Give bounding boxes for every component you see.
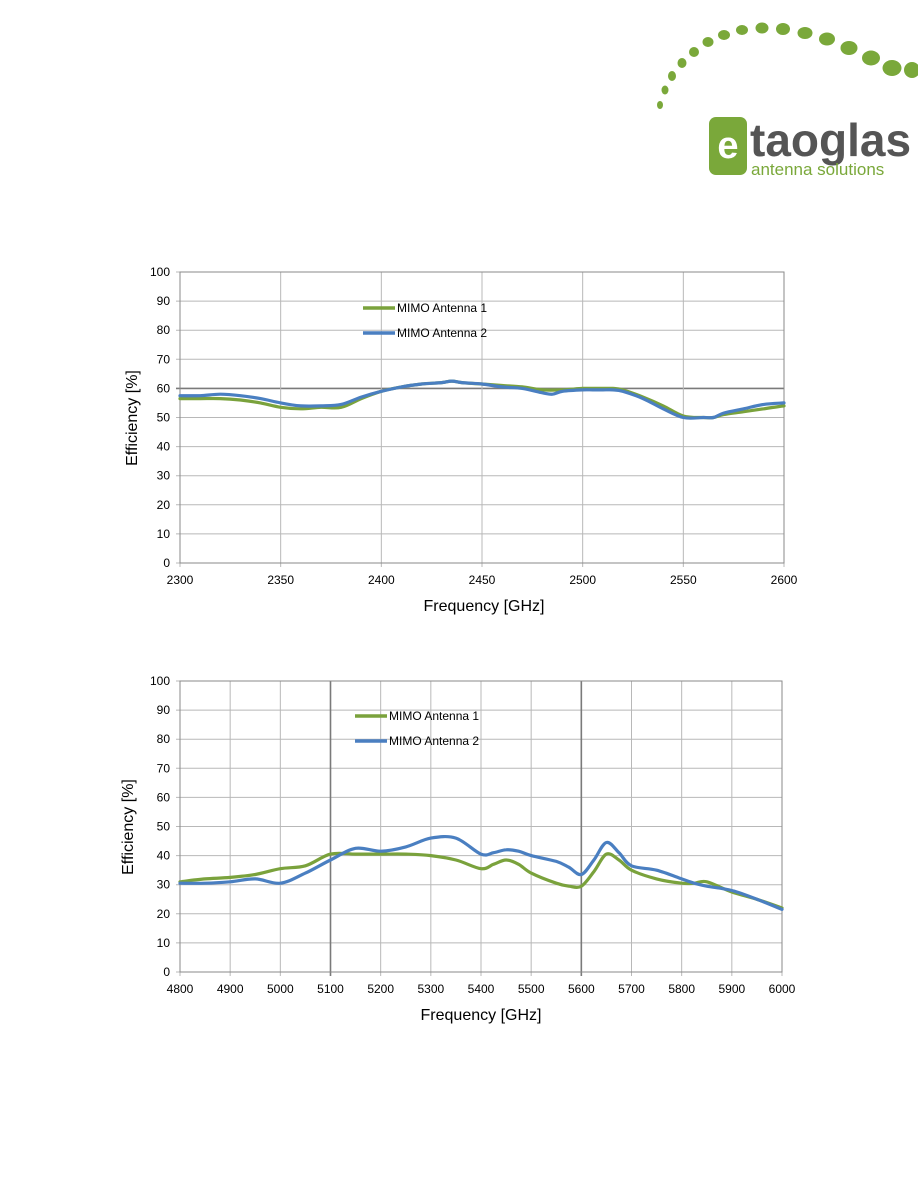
series-line-antenna-2	[178, 834, 784, 911]
logo-tagline: antenna solutions	[751, 160, 884, 179]
x-axis-title: Frequency [GHz]	[424, 598, 545, 615]
plot-area-border	[179, 680, 783, 973]
y-tick-label: 100	[150, 265, 170, 279]
x-axis-title: Frequency [GHz]	[421, 1007, 542, 1024]
x-tick-label: 5200	[367, 982, 394, 996]
y-tick-label: 10	[157, 527, 171, 541]
x-tick-label: 5800	[668, 982, 695, 996]
y-tick-label: 70	[157, 352, 171, 366]
y-tick-label: 50	[157, 411, 171, 425]
y-tick-label: 10	[157, 936, 171, 950]
x-tick-label: 2600	[771, 573, 798, 587]
y-tick-label: 60	[157, 381, 171, 395]
y-tick-label: 40	[157, 440, 171, 454]
y-tick-label: 30	[157, 878, 171, 892]
chart-series	[178, 834, 784, 911]
x-tick-label: 2550	[670, 573, 697, 587]
chart-tick-labels: 0 10 20 30 40 50 60 70 80 90 100 2300 2350 2400 2450 25…	[150, 265, 798, 587]
x-tick-label: 2350	[267, 573, 294, 587]
x-tick-label: 4900	[217, 982, 244, 996]
chart-series	[178, 379, 786, 420]
logo-wordmark: taoglas	[750, 114, 911, 166]
chart-legend: MIMO Antenna 1 MIMO Antenna 2	[355, 709, 479, 748]
logo-dot-arc	[657, 22, 918, 109]
y-tick-label: 90	[157, 294, 171, 308]
y-tick-label: 20	[157, 907, 171, 921]
x-tick-label: 5700	[618, 982, 645, 996]
logo-emblem: e	[709, 117, 747, 175]
x-tick-label: 6000	[769, 982, 796, 996]
legend-label-antenna-1: MIMO Antenna 1	[389, 709, 479, 723]
plot-area-border	[179, 271, 785, 564]
plot-area-frame	[179, 271, 785, 564]
y-tick-label: 60	[157, 790, 171, 804]
taoglas-logo: e taoglas antenna solutions	[657, 22, 918, 179]
x-tick-label: 2500	[569, 573, 596, 587]
y-tick-label: 30	[157, 469, 171, 483]
x-tick-label: 5300	[417, 982, 444, 996]
x-tick-label: 5100	[317, 982, 344, 996]
x-tick-label: 4800	[167, 982, 194, 996]
x-tick-label: 5900	[718, 982, 745, 996]
chart-grid	[176, 680, 783, 976]
y-axis-title: Efficiency [%]	[120, 779, 137, 875]
y-tick-label: 70	[157, 761, 171, 775]
series-line-antenna-2	[178, 379, 786, 420]
legend-label-antenna-2: MIMO Antenna 2	[389, 734, 479, 748]
x-tick-label: 5000	[267, 982, 294, 996]
y-tick-label: 50	[157, 820, 171, 834]
legend-label-antenna-1: MIMO Antenna 1	[397, 301, 487, 315]
legend-label-antenna-2: MIMO Antenna 2	[397, 326, 487, 340]
efficiency-chart-5ghz: 0 10 20 30 40 50 60 70 80 90 100 4800 4900 5000 5100 52…	[120, 674, 796, 1024]
y-tick-label: 40	[157, 849, 171, 863]
x-tick-label: 2400	[368, 573, 395, 587]
y-tick-label: 80	[157, 323, 171, 337]
series-line-antenna-1	[178, 851, 784, 910]
y-tick-label: 100	[150, 674, 170, 688]
y-tick-label: 0	[163, 965, 170, 979]
x-tick-label: 5600	[568, 982, 595, 996]
x-tick-label: 5500	[518, 982, 545, 996]
y-tick-label: 80	[157, 732, 171, 746]
y-axis-title: Efficiency [%]	[124, 370, 141, 466]
x-tick-label: 2300	[167, 573, 194, 587]
x-tick-label: 2450	[469, 573, 496, 587]
x-tick-label: 5400	[468, 982, 495, 996]
y-tick-label: 20	[157, 498, 171, 512]
plot-area-frame	[179, 680, 783, 973]
svg-text:e: e	[717, 125, 738, 167]
chart-legend: MIMO Antenna 1 MIMO Antenna 2	[363, 301, 487, 340]
y-tick-label: 90	[157, 703, 171, 717]
chart-tick-labels: 0 10 20 30 40 50 60 70 80 90 100 4800 4900 5000 5100 52…	[150, 674, 796, 996]
efficiency-chart-2.4ghz: 0 10 20 30 40 50 60 70 80 90 100 2300 2350 2400 2450 25…	[124, 265, 798, 615]
y-tick-label: 0	[163, 556, 170, 570]
